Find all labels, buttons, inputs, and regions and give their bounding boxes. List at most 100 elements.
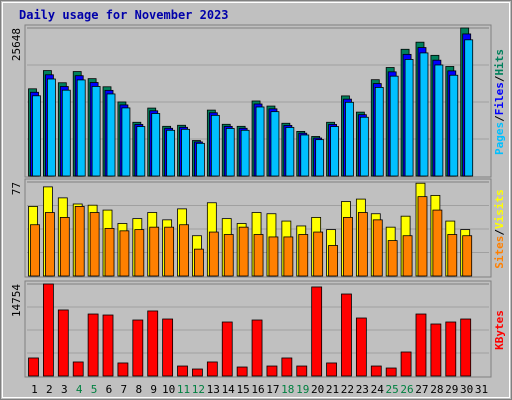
x-tick-label: 21 (326, 383, 339, 396)
x-tick-label: 5 (91, 383, 98, 396)
x-tick-label: 13 (207, 383, 220, 396)
bar (117, 362, 129, 377)
bar (328, 245, 338, 277)
bar (196, 142, 205, 177)
bar (74, 206, 85, 277)
bar (179, 224, 189, 277)
bar (313, 231, 324, 277)
bar (132, 319, 144, 377)
bar (372, 219, 383, 277)
bar (270, 111, 280, 177)
x-tick-label: 29 (445, 383, 458, 396)
bar (166, 129, 176, 177)
bar (400, 351, 412, 377)
bar (296, 365, 308, 377)
x-tick-label: 1 (31, 383, 38, 396)
bar (343, 217, 353, 277)
bar (164, 226, 175, 277)
bar (194, 248, 204, 277)
x-tick-label: 23 (356, 383, 369, 396)
x-tick-label: 25 (386, 383, 399, 396)
legend-entry: Files (493, 82, 506, 115)
bar (402, 235, 413, 277)
x-tick-label: 10 (162, 383, 175, 396)
bar (253, 234, 264, 277)
x-tick-label: 26 (400, 383, 413, 396)
bar (76, 79, 86, 177)
bar (59, 217, 70, 277)
bar (430, 323, 442, 377)
bar (315, 139, 325, 177)
x-tick-label: 11 (177, 383, 190, 396)
x-tick-label: 14 (222, 383, 236, 396)
bar (464, 39, 474, 177)
x-tick-label: 7 (121, 383, 128, 396)
bar (208, 231, 219, 277)
x-tick-label: 20 (311, 383, 324, 396)
bar (43, 283, 54, 377)
bar (136, 126, 146, 177)
chart-title: Daily usage for November 2023 (19, 8, 229, 22)
bar (268, 236, 279, 277)
bar (106, 93, 116, 177)
bar (341, 293, 352, 377)
bar (432, 209, 443, 277)
bar (447, 234, 458, 277)
x-tick-label: 28 (430, 383, 443, 396)
bar (266, 365, 278, 377)
bar (300, 134, 310, 177)
bar (91, 86, 101, 177)
bar (345, 101, 354, 177)
bar (61, 89, 71, 177)
bar (206, 361, 218, 377)
bar (210, 114, 220, 177)
bar (240, 129, 250, 177)
y-tick-label: 25648 (10, 28, 23, 61)
bar (181, 128, 190, 177)
x-tick-label: 24 (371, 383, 385, 396)
bar (72, 361, 84, 377)
bar (298, 234, 309, 277)
bar (177, 365, 188, 377)
bar (147, 310, 159, 377)
bar (151, 113, 161, 177)
x-tick-label: 9 (150, 383, 157, 396)
bar (47, 78, 56, 177)
bar (387, 240, 398, 277)
bar (462, 235, 473, 277)
x-tick-label: 18 (281, 383, 294, 396)
bar (134, 229, 145, 277)
bar (357, 212, 368, 277)
legend-separator: / (493, 75, 506, 82)
bar (374, 87, 384, 177)
legend-entry: Visits (493, 189, 506, 229)
bar (283, 236, 294, 277)
bar (89, 212, 100, 277)
bar (359, 116, 369, 177)
bar (311, 286, 323, 377)
bar (221, 321, 233, 377)
x-tick-label: 31 (475, 383, 488, 396)
bar (87, 313, 99, 377)
bar (149, 226, 160, 277)
bar (445, 321, 457, 377)
bar (102, 314, 114, 377)
bar (251, 319, 263, 377)
bar (121, 107, 131, 177)
x-tick-label: 2 (46, 383, 53, 396)
bar (385, 367, 397, 377)
bar (370, 365, 382, 377)
x-tick-label: 27 (415, 383, 428, 396)
bar (32, 95, 41, 177)
bar (162, 318, 174, 377)
x-tick-label: 16 (251, 383, 264, 396)
bar (225, 128, 235, 177)
bar (460, 318, 472, 377)
bar (30, 224, 40, 277)
x-tick-label: 17 (266, 383, 279, 396)
x-tick-label: 12 (192, 383, 205, 396)
bar (238, 226, 249, 277)
bar (192, 368, 203, 377)
bar (419, 52, 429, 177)
